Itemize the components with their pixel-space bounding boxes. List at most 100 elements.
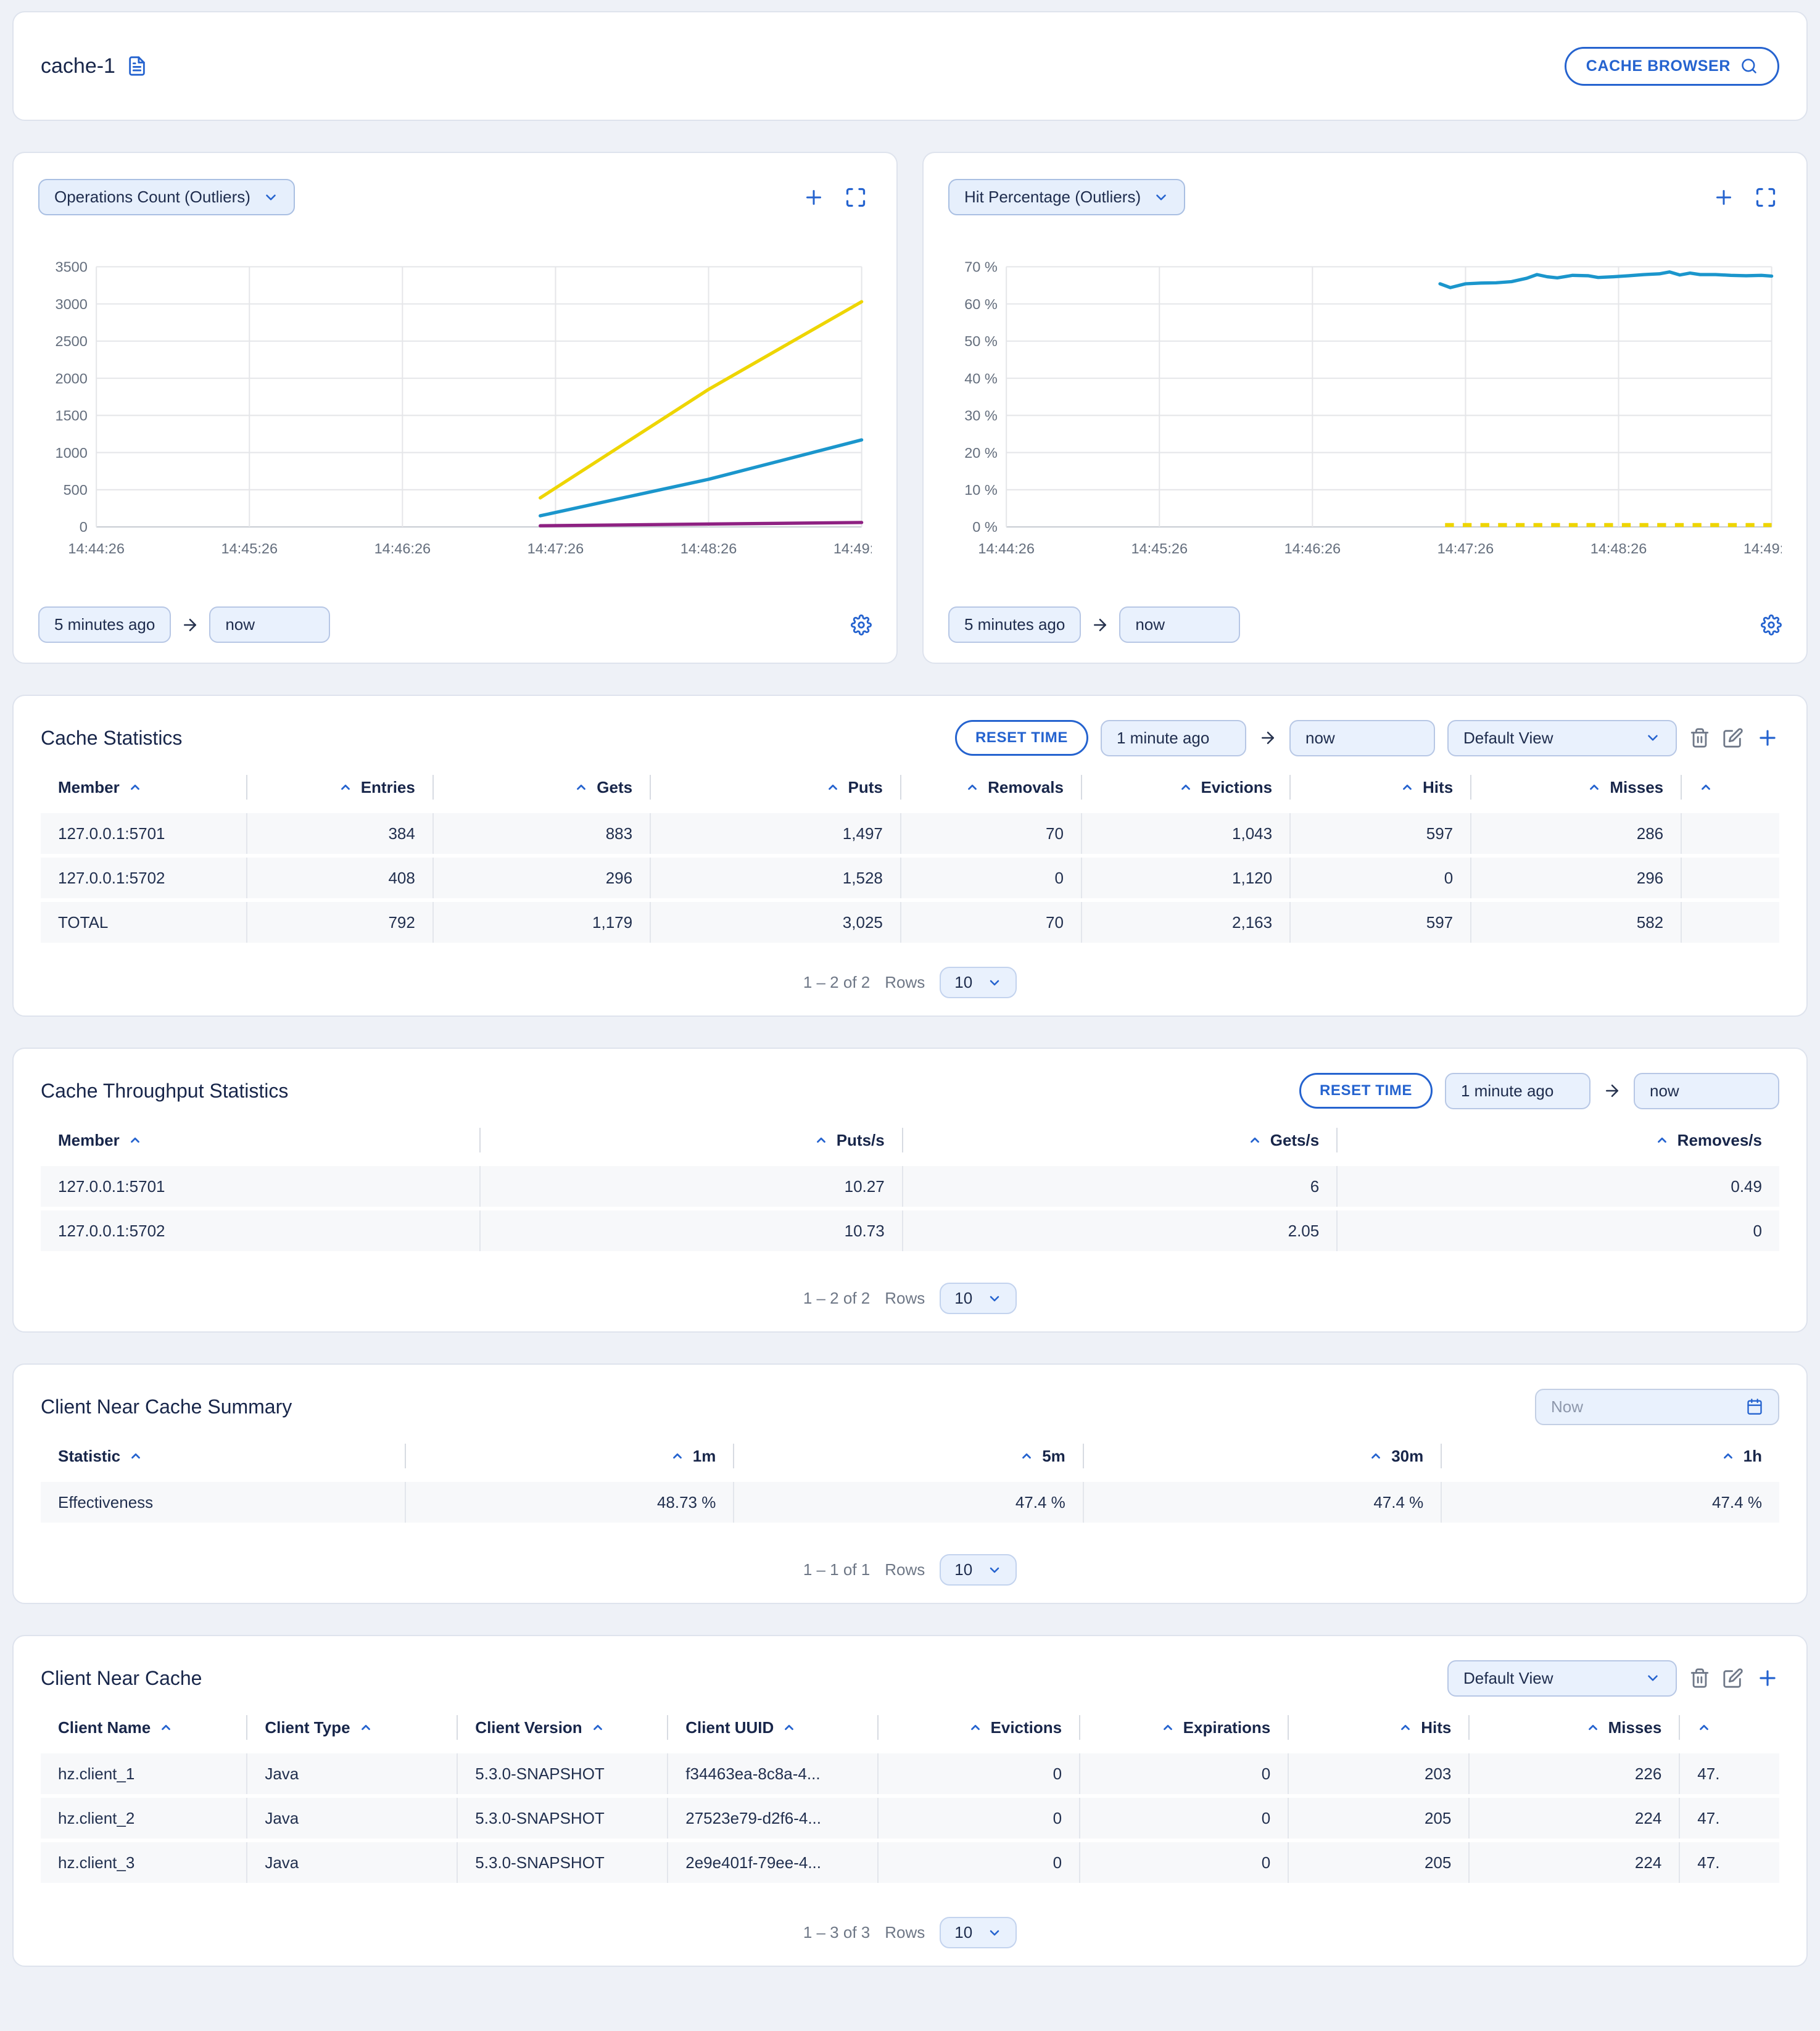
reset-time-button[interactable]: RESET TIME (1299, 1073, 1433, 1109)
column-header-30m[interactable]: 30m (1084, 1444, 1442, 1468)
column-header-evictions[interactable]: Evictions (879, 1715, 1081, 1740)
column-header-overflow[interactable] (1680, 1715, 1776, 1740)
client-near-cache-panel: Client Near Cache Default View Client Na… (12, 1635, 1808, 1967)
sort-caret-icon (1403, 784, 1412, 790)
column-header-evictions[interactable]: Evictions (1082, 775, 1291, 800)
column-header-puts-s[interactable]: Puts/s (481, 1128, 903, 1152)
column-header-client-uuid[interactable]: Client UUID (668, 1715, 879, 1740)
column-header-gets[interactable]: Gets (434, 775, 651, 800)
reset-time-button[interactable]: RESET TIME (954, 720, 1088, 756)
column-header-removes-s[interactable]: Removes/s (1338, 1128, 1779, 1152)
rows-per-page-select[interactable]: 10 (940, 967, 1017, 998)
page-title: cache-1 (41, 54, 115, 78)
time-to-input[interactable]: now (209, 606, 331, 643)
cache-throughput-table: Member Puts/s Gets/s Removes/s 127.0.0.1… (41, 1125, 1779, 1255)
time-to-value: now (1135, 615, 1165, 634)
column-header-overflow[interactable] (1682, 775, 1779, 800)
table-row[interactable]: 127.0.0.1:5701 384 883 1,497 70 1,043 59… (41, 813, 1779, 854)
delete-view-trash-icon[interactable] (1689, 1668, 1710, 1689)
time-to-input[interactable]: now (1119, 606, 1241, 643)
cell-overflow: 47. (1697, 1853, 1720, 1872)
cache-browser-button[interactable]: CACHE BROWSER (1564, 46, 1779, 86)
add-chart-button[interactable] (803, 186, 825, 209)
rows-per-page-select[interactable]: 10 (940, 1917, 1017, 1948)
column-header-entries[interactable]: Entries (247, 775, 434, 800)
column-header-1m[interactable]: 1m (406, 1444, 735, 1468)
column-header-member[interactable]: Member (41, 1128, 481, 1152)
column-header-1h[interactable]: 1h (1442, 1444, 1779, 1468)
time-from-input[interactable]: 1 minute ago (1445, 1072, 1590, 1109)
time-from-value: 5 minutes ago (54, 615, 155, 634)
time-from-input[interactable]: 5 minutes ago (948, 606, 1082, 643)
document-icon[interactable] (126, 56, 147, 77)
column-header-member[interactable]: Member (41, 775, 248, 800)
column-header-client-type[interactable]: Client Type (247, 1715, 458, 1740)
column-header-expirations[interactable]: Expirations (1080, 1715, 1289, 1740)
cell-hits: 597 (1291, 813, 1472, 854)
arrow-right-icon (1094, 618, 1107, 631)
cell-evictions: 1,120 (1082, 858, 1291, 898)
table-row[interactable]: 127.0.0.1:5702 408 296 1,528 0 1,120 0 2… (41, 858, 1779, 898)
column-header-client-version[interactable]: Client Version (458, 1715, 669, 1740)
time-point-input[interactable]: Now (1535, 1388, 1779, 1425)
time-to-input[interactable]: now (1634, 1072, 1779, 1109)
table-row[interactable]: Effectiveness 48.73 % 47.4 % 47.4 % 47.4… (41, 1482, 1779, 1523)
cell-client-version: 5.3.0-SNAPSHOT (458, 1753, 669, 1794)
column-header-removals[interactable]: Removals (901, 775, 1082, 800)
chart-settings-gear-icon[interactable] (851, 614, 872, 635)
fullscreen-button[interactable] (1755, 186, 1777, 209)
time-from-input[interactable]: 1 minute ago (1101, 719, 1246, 756)
sort-caret-icon (131, 1453, 141, 1459)
rows-per-page-select[interactable]: 10 (940, 1554, 1017, 1586)
table-row[interactable]: hz.client_1 Java 5.3.0-SNAPSHOT f34463ea… (41, 1753, 1779, 1794)
cell-gets: 296 (434, 858, 651, 898)
add-chart-button[interactable] (1713, 186, 1735, 209)
column-header-5m[interactable]: 5m (734, 1444, 1084, 1468)
cell-member: 127.0.0.1:5702 (41, 858, 248, 898)
column-header-misses[interactable]: Misses (1471, 775, 1682, 800)
column-header-statistic[interactable]: Statistic (41, 1444, 406, 1468)
metric-select-hit-percentage[interactable]: Hit Percentage (Outliers) (948, 179, 1186, 215)
add-view-icon[interactable] (1756, 1666, 1779, 1690)
time-to-input[interactable]: now (1289, 719, 1435, 756)
table-header-row: Member Entries Gets Puts Removals Evicti… (41, 772, 1779, 802)
cache-statistics-panel: Cache Statistics RESET TIME 1 minute ago… (12, 695, 1808, 1017)
rows-per-page-select[interactable]: 10 (940, 1283, 1017, 1314)
cell-entries: 408 (247, 858, 434, 898)
column-header-gets-s[interactable]: Gets/s (903, 1128, 1338, 1152)
cell-evictions: 0 (879, 1753, 1081, 1794)
arrow-right-icon (184, 618, 197, 631)
cell-misses: 582 (1471, 902, 1682, 943)
cell-client-type: Java (247, 1842, 458, 1883)
table-row[interactable]: hz.client_2 Java 5.3.0-SNAPSHOT 27523e79… (41, 1798, 1779, 1839)
chart-settings-gear-icon[interactable] (1761, 614, 1782, 635)
near-cache-summary-panel: Client Near Cache Summary Now Statistic … (12, 1363, 1808, 1604)
column-header-misses[interactable]: Misses (1470, 1715, 1681, 1740)
add-view-icon[interactable] (1756, 726, 1779, 750)
cell-expirations: 0 (1080, 1842, 1289, 1883)
table-row[interactable]: 127.0.0.1:5701 10.27 6 0.49 (41, 1166, 1779, 1207)
table-row[interactable]: 127.0.0.1:5702 10.73 2.05 0 (41, 1210, 1779, 1251)
time-to-value: now (1650, 1081, 1679, 1100)
cell-puts: 3,025 (651, 902, 901, 943)
operations-count-line-chart: 0 500 1000 1500 2000 2500 3000 3500 14:44:26 14:4… (56, 259, 872, 556)
time-from-input[interactable]: 5 minutes ago (38, 606, 172, 643)
view-select[interactable]: Default View (1447, 1660, 1677, 1697)
cell-misses: 226 (1470, 1753, 1681, 1794)
table-row[interactable]: hz.client_3 Java 5.3.0-SNAPSHOT 2e9e401f… (41, 1842, 1779, 1883)
fullscreen-button[interactable] (845, 186, 867, 209)
column-header-client-name[interactable]: Client Name (41, 1715, 248, 1740)
delete-view-trash-icon[interactable] (1689, 727, 1710, 748)
hit-percentage-line-chart: 0 % 10 % 20 % 30 % 40 % 50 % 60 % 70 % 14:44:26 1… (964, 259, 1782, 556)
table-row-total[interactable]: TOTAL 792 1,179 3,025 70 2,163 597 582 (41, 902, 1779, 943)
view-select[interactable]: Default View (1447, 719, 1677, 756)
chevron-down-icon (990, 1567, 999, 1573)
operations-count-chart-panel: Operations Count (Outliers) 0 500 1000 1500… (12, 152, 898, 664)
cell-client-name: hz.client_2 (41, 1798, 248, 1839)
column-header-hits[interactable]: Hits (1291, 775, 1472, 800)
metric-select-operations[interactable]: Operations Count (Outliers) (38, 179, 295, 215)
edit-view-icon[interactable] (1723, 1668, 1743, 1689)
column-header-puts[interactable]: Puts (651, 775, 901, 800)
edit-view-icon[interactable] (1723, 727, 1743, 748)
column-header-hits[interactable]: Hits (1289, 1715, 1470, 1740)
